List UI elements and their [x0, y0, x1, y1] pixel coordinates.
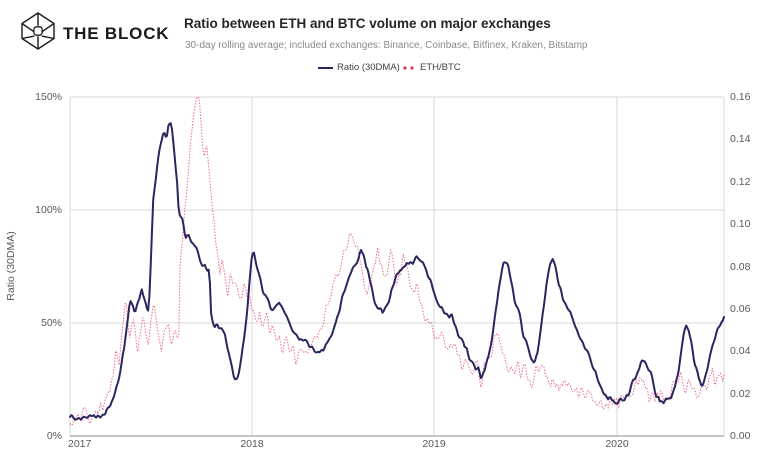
svg-text:0.16: 0.16 — [730, 91, 751, 103]
svg-text:2019: 2019 — [422, 438, 446, 450]
svg-text:50%: 50% — [41, 317, 62, 329]
svg-text:2018: 2018 — [240, 438, 264, 450]
svg-text:150%: 150% — [35, 91, 62, 103]
svg-text:0.06: 0.06 — [730, 303, 751, 315]
svg-text:0.10: 0.10 — [730, 218, 751, 230]
svg-text:Ratio (30DMA): Ratio (30DMA) — [5, 231, 17, 300]
svg-text:0.02: 0.02 — [730, 388, 751, 400]
svg-text:0.14: 0.14 — [730, 133, 751, 145]
svg-text:0.08: 0.08 — [730, 261, 751, 273]
svg-text:0%: 0% — [47, 430, 62, 442]
svg-text:0.00: 0.00 — [730, 430, 751, 442]
svg-text:100%: 100% — [35, 204, 62, 216]
svg-text:2020: 2020 — [605, 438, 629, 450]
svg-text:0.12: 0.12 — [730, 176, 751, 188]
svg-text:0.04: 0.04 — [730, 345, 751, 357]
svg-text:2017: 2017 — [68, 438, 92, 450]
